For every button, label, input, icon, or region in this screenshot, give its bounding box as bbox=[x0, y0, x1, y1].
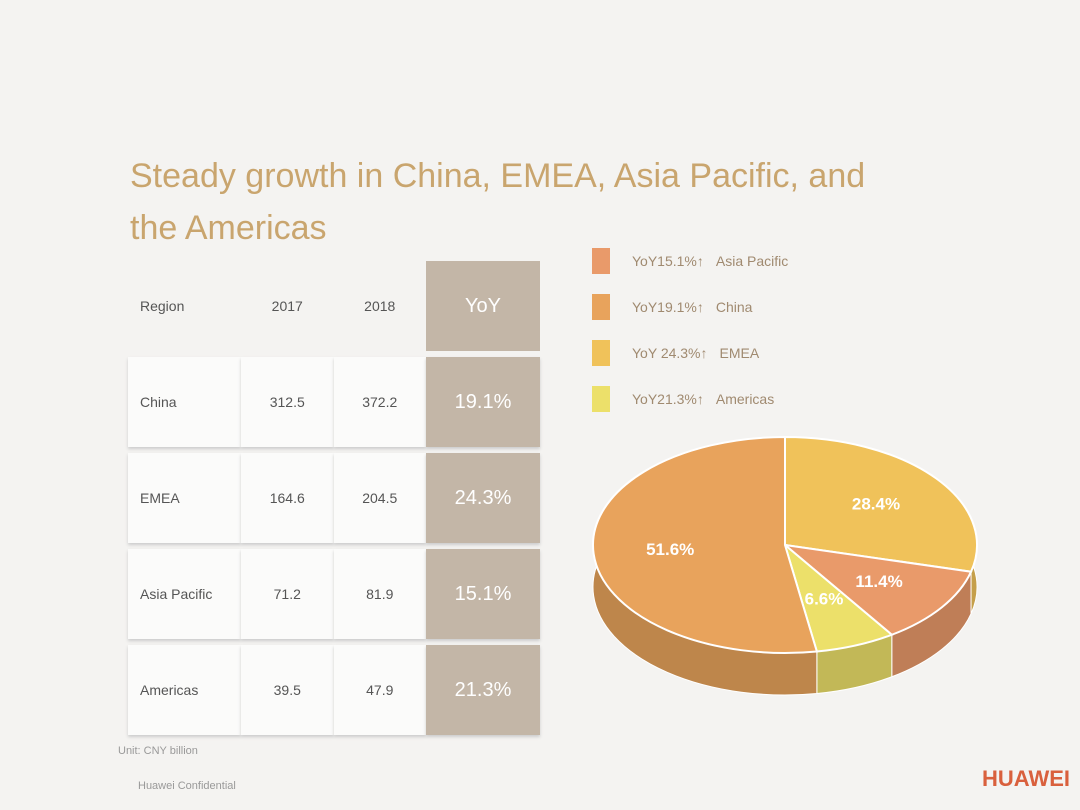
table-row: Asia Pacific 71.2 81.9 15.1% bbox=[128, 549, 540, 639]
yoy-cell: 24.3% bbox=[426, 453, 540, 543]
table-cell: 2018 bbox=[364, 298, 396, 314]
legend-item: YoY21.3%↑ Americas bbox=[592, 376, 788, 422]
legend-note: YoY21.3%↑ bbox=[632, 391, 704, 407]
slide-title: Steady growth in China, EMEA, Asia Pacif… bbox=[130, 157, 866, 247]
region-table: Region 2017 2018 YoY China 312.5 372.2 19.1% EME… bbox=[128, 255, 540, 741]
table-cell: EMEA bbox=[128, 453, 241, 543]
legend-label: EMEA bbox=[719, 345, 760, 361]
legend-swatch bbox=[592, 340, 610, 366]
legend-swatch bbox=[592, 294, 610, 320]
table-cell: 164.6 bbox=[241, 453, 334, 543]
table-row: EMEA 164.6 204.5 24.3% bbox=[128, 453, 540, 543]
pie-value-label: 6.6% bbox=[805, 590, 844, 609]
pie-slice bbox=[592, 435, 819, 654]
unit-note: Unit: CNY billion bbox=[118, 745, 198, 757]
table-cell: China bbox=[128, 357, 241, 447]
table-cell: 372.2 bbox=[333, 357, 426, 447]
confidential-note: Huawei Confidential bbox=[138, 780, 236, 792]
legend: YoY15.1%↑ Asia Pacific YoY19.1%↑ China YoY 2… bbox=[592, 238, 788, 422]
table-cell: 81.9 bbox=[333, 549, 426, 639]
legend-swatch bbox=[592, 248, 610, 274]
legend-note: YoY15.1%↑ bbox=[632, 253, 704, 269]
table-row: Region 2017 2018 YoY bbox=[128, 261, 540, 351]
legend-label: China bbox=[715, 299, 753, 315]
table-cell: 47.9 bbox=[333, 645, 426, 735]
table-cell: Americas bbox=[128, 645, 241, 735]
legend-item: YoY15.1%↑ Asia Pacific bbox=[592, 238, 788, 284]
yoy-cell: 21.3% bbox=[426, 645, 540, 735]
legend-label: Americas bbox=[715, 391, 775, 407]
table-cell: 39.5 bbox=[241, 645, 334, 735]
legend-note: YoY19.1%↑ bbox=[632, 299, 704, 315]
legend-item: YoY 24.3%↑ EMEA bbox=[592, 330, 788, 376]
table-cell: 312.5 bbox=[241, 357, 334, 447]
yoy-cell: YoY bbox=[426, 261, 540, 351]
legend-label: Asia Pacific bbox=[715, 253, 789, 269]
legend-item: YoY19.1%↑ China bbox=[592, 284, 788, 330]
logo: HUAWEI bbox=[982, 766, 1070, 791]
table-cell: 2017 bbox=[271, 298, 303, 314]
table-row: Americas 39.5 47.9 21.3% bbox=[128, 645, 540, 735]
legend-note: YoY 24.3%↑ bbox=[632, 345, 708, 361]
pie-slice bbox=[784, 435, 978, 573]
table-row: China 312.5 372.2 19.1% bbox=[128, 357, 540, 447]
pie-value-label: 51.6% bbox=[646, 540, 694, 559]
legend-swatch bbox=[592, 386, 610, 412]
table-cell: 204.5 bbox=[333, 453, 426, 543]
table-cell: 71.2 bbox=[241, 549, 334, 639]
pie-tops: 28.4% 11.4% 6.6% 51.6% bbox=[592, 435, 978, 654]
yoy-cell: 19.1% bbox=[426, 357, 540, 447]
pie-value-label: 28.4% bbox=[852, 495, 900, 514]
table-cell: Asia Pacific bbox=[128, 549, 241, 639]
table-cell: Region bbox=[140, 298, 185, 314]
pie-slice bbox=[781, 543, 973, 636]
pie-value-label: 11.4% bbox=[855, 572, 902, 591]
yoy-cell: 15.1% bbox=[426, 549, 540, 639]
